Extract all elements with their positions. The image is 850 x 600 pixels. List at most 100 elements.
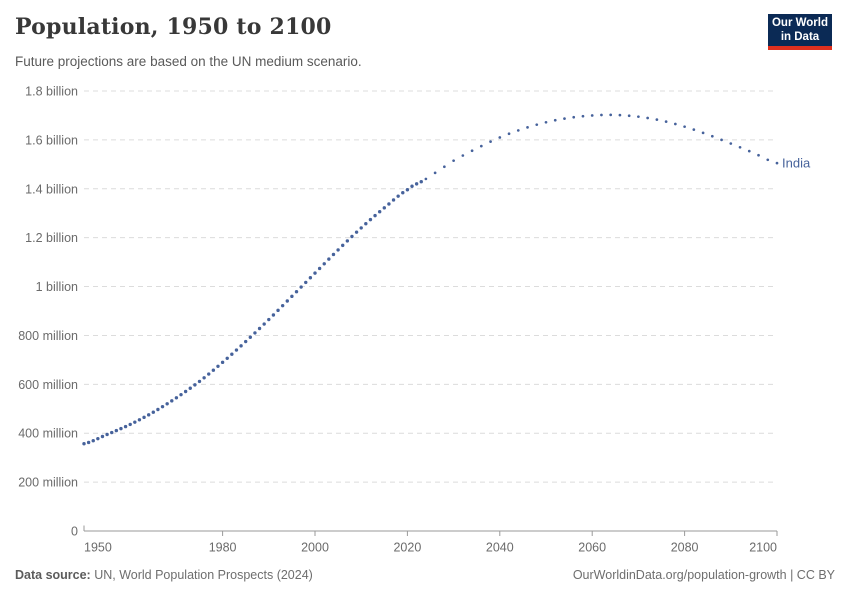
data-point <box>160 404 165 409</box>
data-point <box>110 430 114 435</box>
data-point <box>253 331 257 335</box>
data-point <box>350 234 354 239</box>
data-point <box>137 418 142 422</box>
projection-point <box>479 144 483 148</box>
series-label-india[interactable]: India <box>782 156 811 171</box>
data-point <box>86 440 91 445</box>
data-point <box>280 303 285 308</box>
data-point <box>239 344 243 348</box>
data-point <box>105 432 109 437</box>
data-point <box>119 426 123 431</box>
projection-point <box>618 113 622 117</box>
data-point <box>123 424 128 429</box>
data-point <box>128 422 132 427</box>
data-point <box>225 356 229 361</box>
data-point <box>151 410 155 414</box>
x-tick-label: 1980 <box>209 541 237 555</box>
data-point <box>179 392 183 397</box>
data-point <box>142 415 146 420</box>
data-point <box>271 313 276 317</box>
data-point <box>396 194 400 198</box>
data-point <box>202 376 206 380</box>
data-source-note: Data source: UN, World Population Prospe… <box>15 568 313 582</box>
x-tick-label: 2000 <box>301 541 329 555</box>
data-point <box>354 230 359 234</box>
projection-point <box>738 145 742 149</box>
data-point <box>262 322 266 326</box>
data-point <box>188 386 192 390</box>
y-tick-label: 200 million <box>18 476 78 490</box>
chart-subtitle: Future projections are based on the UN m… <box>15 54 362 69</box>
data-point <box>100 434 105 439</box>
data-point <box>364 222 368 226</box>
y-tick-label: 600 million <box>18 378 78 392</box>
projection-point <box>729 142 733 145</box>
y-tick-label: 0 <box>71 525 78 539</box>
data-point <box>156 407 160 412</box>
projection-point <box>692 128 696 131</box>
data-point <box>82 442 86 446</box>
projection-point <box>627 114 631 118</box>
data-point <box>345 239 350 243</box>
data-point <box>331 252 336 257</box>
data-point <box>290 294 294 299</box>
credit-link[interactable]: OurWorldinData.org/population-growth | C… <box>572 568 835 582</box>
projection-point <box>424 177 428 181</box>
projection-point <box>581 114 585 118</box>
data-point <box>267 317 271 322</box>
data-point <box>401 191 405 195</box>
projection-point <box>563 117 566 120</box>
data-point <box>248 335 253 339</box>
projection-point <box>775 161 779 165</box>
data-point <box>193 383 197 387</box>
y-tick-label: 1 billion <box>36 280 78 294</box>
data-point <box>165 402 169 406</box>
chart-footer: Data source: UN, World Population Prospe… <box>15 568 835 582</box>
data-point <box>341 243 345 248</box>
data-point <box>146 413 151 417</box>
projection-point <box>461 154 465 157</box>
projection-point <box>433 171 437 175</box>
data-source-label: Data source: <box>15 568 91 582</box>
projection-point <box>683 125 686 129</box>
data-point <box>91 439 95 443</box>
data-point <box>304 280 308 285</box>
data-point <box>234 348 239 352</box>
data-point <box>257 326 262 331</box>
y-tick-label: 1.6 billion <box>25 133 78 147</box>
projection-point <box>637 115 640 119</box>
x-tick-label: 2040 <box>486 541 514 555</box>
y-axis-labels: 0 200 million 400 million 600 million 800 mi… <box>18 85 78 539</box>
data-point <box>419 179 423 184</box>
projection-point <box>757 153 760 157</box>
projection-point <box>590 114 594 117</box>
y-tick-label: 800 million <box>18 329 78 343</box>
data-point <box>294 289 299 294</box>
data-source-text: UN, World Population Prospects (2024) <box>90 568 313 582</box>
data-point <box>308 276 313 280</box>
projection-point <box>489 140 492 143</box>
projection-point <box>526 126 529 129</box>
data-point <box>211 368 216 372</box>
x-axis: 1950 1980 2000 2020 2040 2060 2080 2100 <box>83 525 778 555</box>
data-point <box>414 182 419 186</box>
projection-point <box>535 123 539 127</box>
owid-logo[interactable]: Our World in Data <box>768 14 832 50</box>
y-gridlines <box>84 90 777 483</box>
data-point <box>336 248 340 252</box>
y-tick-label: 1.2 billion <box>25 231 78 245</box>
projection-point <box>507 132 511 136</box>
data-point <box>244 339 248 344</box>
data-point <box>220 360 225 365</box>
y-tick-label: 400 million <box>18 427 78 441</box>
data-point <box>391 198 396 202</box>
projection-point <box>655 118 659 121</box>
data-point <box>216 364 220 368</box>
chart-title: Population, 1950 to 2100 <box>15 14 332 40</box>
data-point <box>299 285 303 289</box>
x-tick-label: 2060 <box>578 541 606 555</box>
data-point <box>322 262 326 266</box>
data-point <box>285 299 289 303</box>
